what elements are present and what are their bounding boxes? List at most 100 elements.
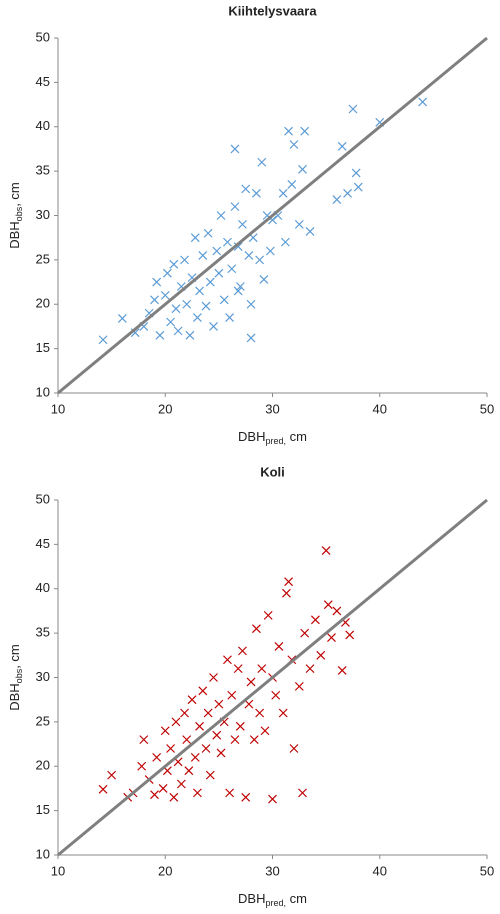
point: [212, 730, 222, 740]
y-tick-label: 20: [36, 296, 50, 311]
point: [203, 228, 213, 238]
point: [227, 264, 237, 274]
point: [193, 313, 202, 322]
point: [201, 744, 211, 753]
x-tick-label: 20: [158, 401, 172, 416]
point: [337, 141, 347, 151]
x-tick-label: 30: [265, 401, 279, 416]
chart-title: Kiihtelysvaara: [228, 3, 317, 18]
point: [294, 681, 304, 691]
point: [289, 140, 299, 149]
x-tick-label: 40: [373, 863, 387, 878]
y-tick-label: 10: [36, 846, 50, 861]
point: [205, 770, 215, 780]
point: [235, 282, 245, 291]
x-tick-label: 50: [480, 401, 494, 416]
y-axis-label-part: obs: [14, 206, 24, 221]
point: [169, 259, 179, 269]
x-tick-label: 50: [480, 863, 494, 878]
y-tick-label: 35: [36, 163, 50, 178]
point: [209, 673, 218, 682]
y-axis-label: DBHobs, cm: [7, 644, 24, 711]
point: [251, 624, 261, 634]
point: [316, 650, 326, 660]
point: [345, 630, 355, 640]
point: [166, 317, 176, 327]
point: [257, 664, 267, 674]
point: [162, 268, 172, 278]
point: [257, 157, 267, 167]
point: [278, 708, 288, 718]
y-axis-label-part: DBH: [7, 683, 22, 710]
point: [152, 752, 162, 762]
point: [327, 633, 336, 642]
point: [205, 277, 215, 287]
y-axis-label-part: obs: [14, 668, 24, 683]
point: [171, 304, 181, 314]
point: [260, 726, 270, 736]
x-tick-label: 10: [51, 863, 65, 878]
point: [223, 655, 232, 665]
y-axis-label-part: DBH: [7, 221, 22, 248]
x-axis-label-part: cm: [286, 429, 307, 444]
x-axis-label-part: DBH: [238, 429, 265, 444]
point: [182, 299, 192, 309]
y-axis-label-part: , cm: [7, 644, 22, 669]
point: [219, 295, 229, 305]
point: [305, 664, 315, 674]
point: [166, 744, 176, 753]
point: [139, 735, 149, 745]
point: [284, 126, 294, 136]
point: [216, 748, 226, 758]
y-tick-label: 50: [36, 491, 50, 506]
point: [332, 195, 342, 204]
point: [198, 686, 208, 696]
point: [160, 726, 170, 736]
point: [298, 164, 307, 174]
point: [160, 290, 170, 300]
point: [294, 219, 304, 229]
point: [244, 699, 254, 709]
point: [230, 144, 240, 154]
x-tick-label: 30: [265, 863, 279, 878]
point: [195, 286, 204, 296]
x-axis-label: DBHpred, cm: [238, 891, 307, 908]
y-tick-label: 20: [36, 758, 50, 773]
y-tick-label: 50: [36, 29, 50, 44]
point: [246, 333, 256, 343]
point: [246, 299, 256, 309]
point: [184, 766, 194, 776]
point: [268, 794, 277, 804]
point: [280, 237, 290, 247]
y-tick-label: 40: [36, 118, 50, 133]
x-axis-label-part: DBH: [238, 891, 265, 906]
y-tick-label: 25: [36, 251, 50, 266]
point: [190, 233, 200, 243]
x-axis-label-part: pred,: [265, 436, 286, 446]
point: [182, 735, 192, 745]
y-tick-label: 10: [36, 384, 50, 399]
chart-title: Koli: [260, 464, 285, 479]
point: [246, 677, 256, 687]
point: [193, 788, 202, 798]
point: [300, 126, 310, 136]
point: [209, 322, 218, 331]
point: [185, 330, 195, 340]
point: [284, 577, 294, 587]
point: [212, 246, 222, 256]
point: [198, 251, 208, 260]
x-axis-label: DBHpred, cm: [238, 429, 307, 446]
y-tick-label: 30: [36, 669, 50, 684]
x-axis-label-part: pred,: [265, 898, 286, 908]
point: [230, 202, 240, 212]
y-tick-label: 35: [36, 625, 50, 640]
point: [230, 735, 240, 745]
point: [235, 721, 245, 731]
y-tick-label: 15: [36, 802, 50, 817]
point: [214, 268, 224, 278]
point: [298, 788, 307, 798]
point: [233, 242, 243, 251]
point: [300, 628, 310, 638]
point: [225, 788, 235, 798]
